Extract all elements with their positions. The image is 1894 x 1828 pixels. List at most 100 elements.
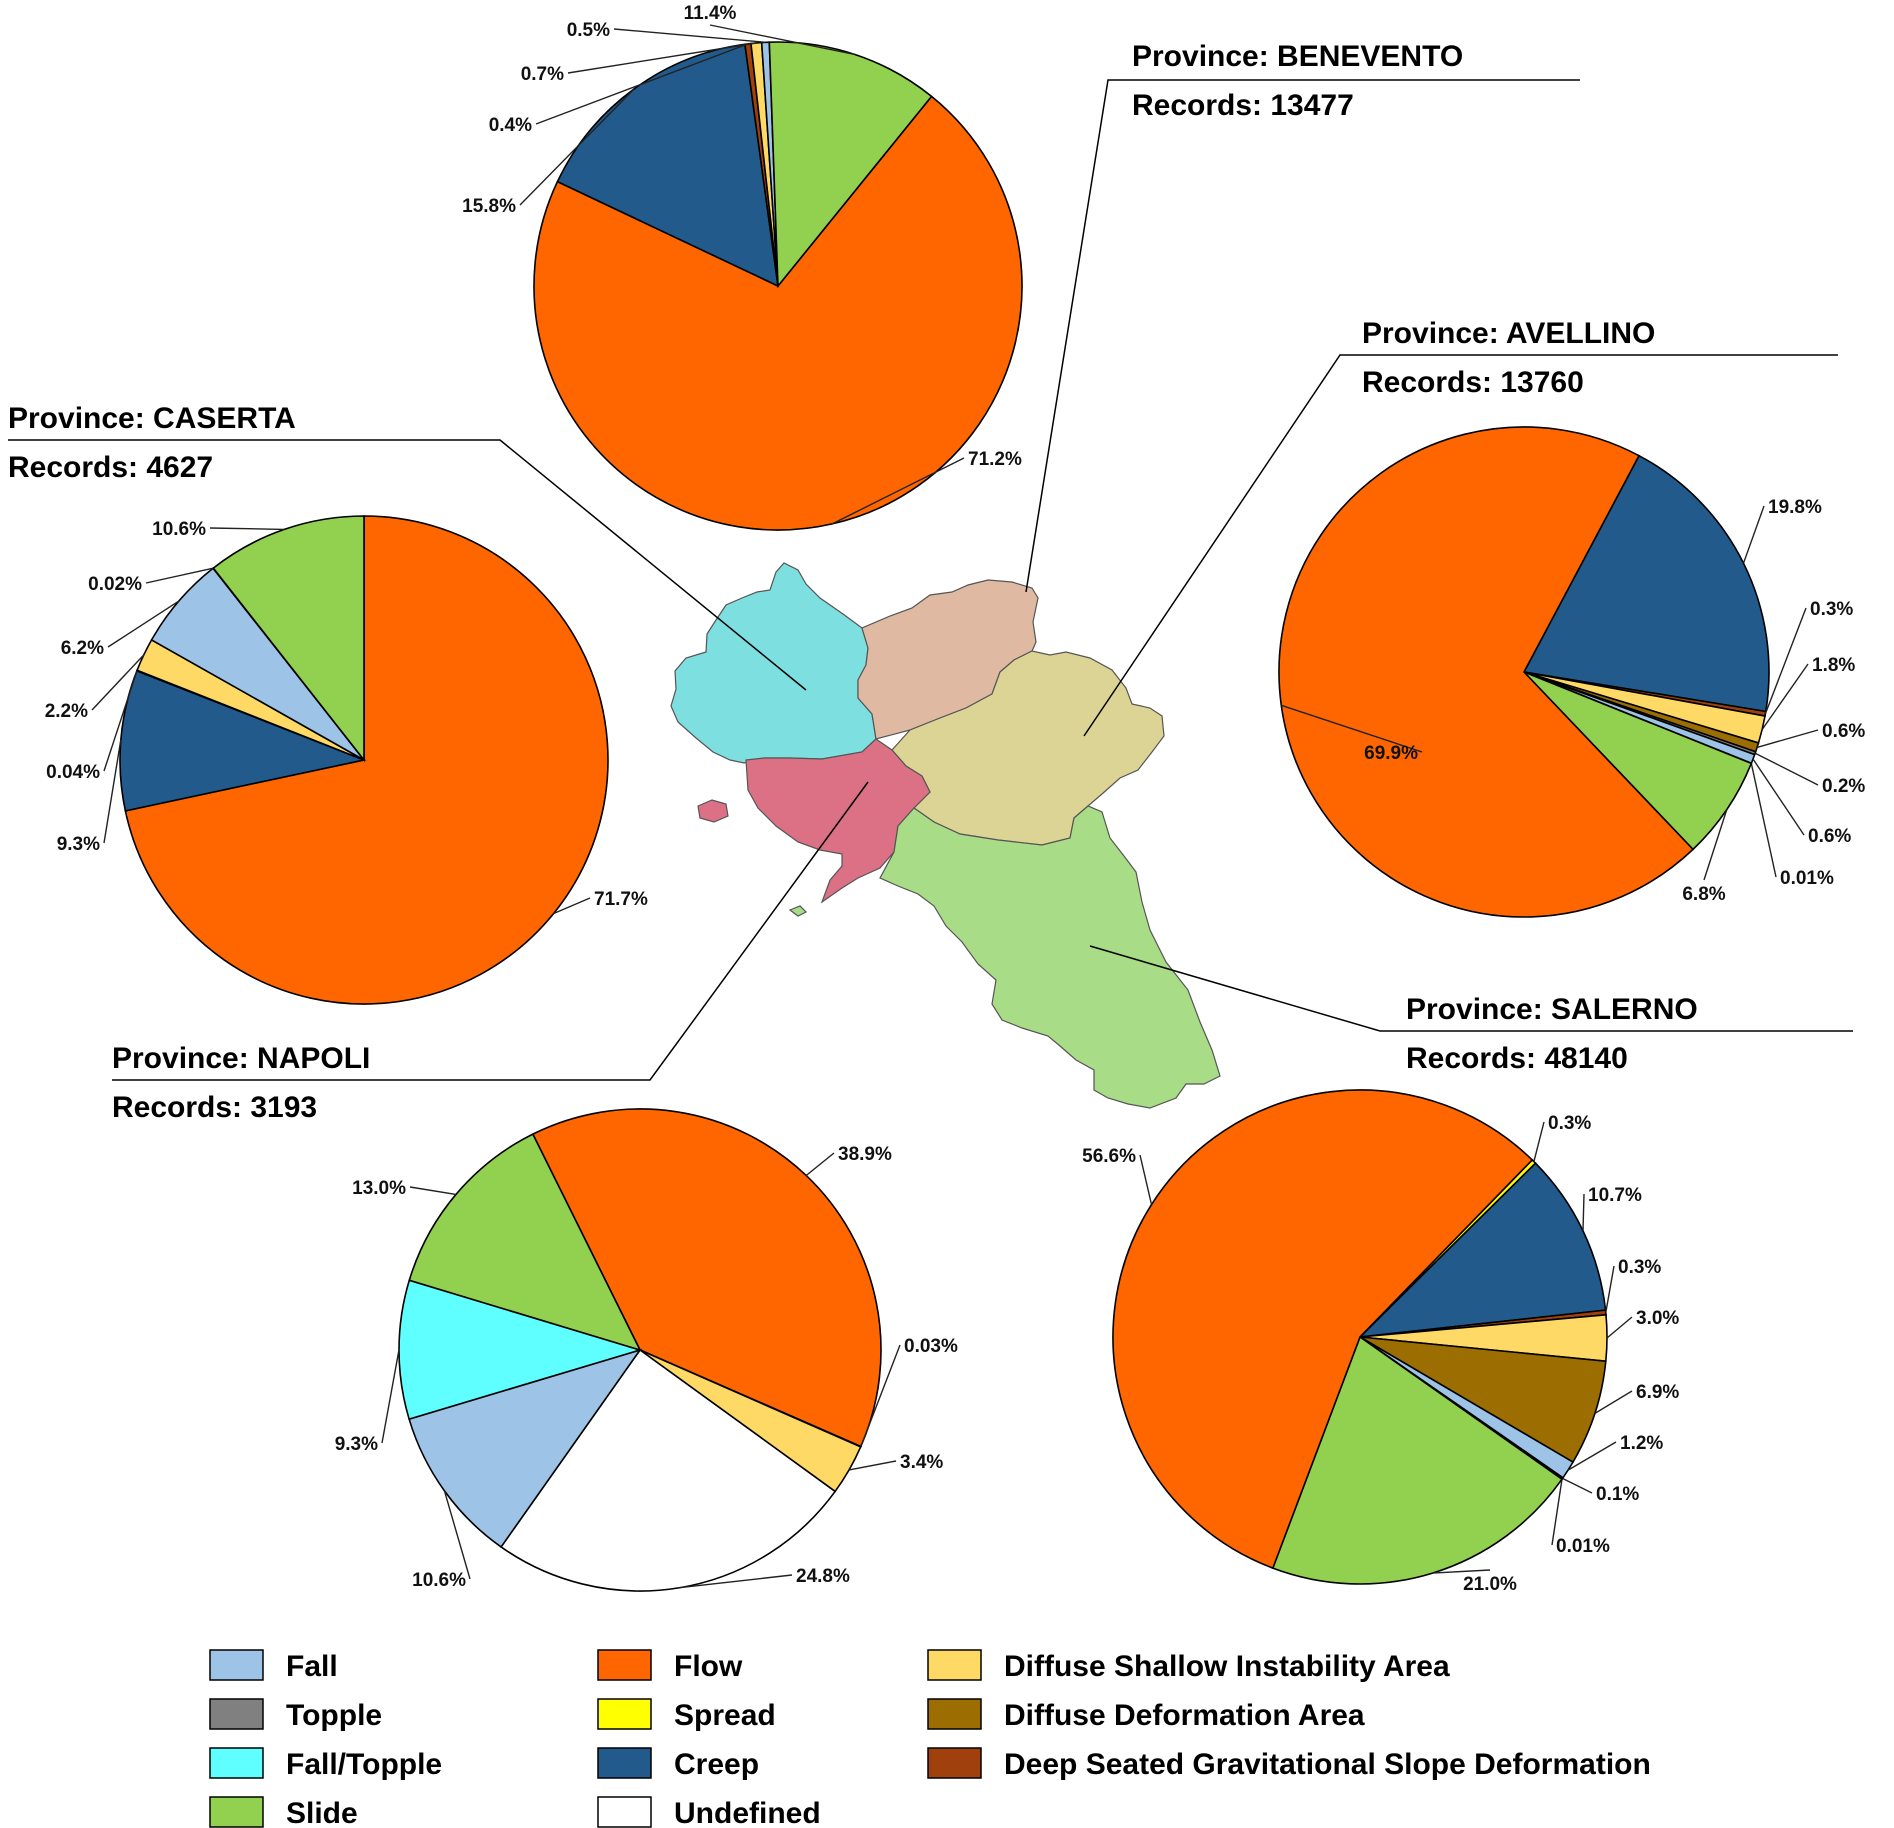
pie-avellino: 19.8% 0.3% 1.8% 0.6% 0.2% 0.6% 0.01% 6.8% 69.9%	[1278, 426, 1865, 918]
avellino-title: Province: AVELLINO	[1362, 317, 1655, 350]
benevento-title: Province: BENEVENTO	[1132, 40, 1463, 73]
legend-swatch-topple	[209, 1698, 264, 1730]
slice-label-spread: 0.3%	[1548, 1113, 1591, 1134]
legend-label-undefined: Undefined	[674, 1797, 821, 1828]
slice-label-flow: 71.2%	[968, 449, 1022, 470]
slice-label-creep: 9.3%	[57, 834, 100, 855]
callout-salerno	[1089, 945, 1853, 1032]
slice-label-fall-topple: 9.3%	[335, 1434, 378, 1455]
map-province-salerno	[879, 805, 1221, 1109]
legend: Fall Topple Fall/Topple Slide Flow Spread Cree…	[209, 1649, 1651, 1828]
leader-line	[1605, 1265, 1615, 1313]
slice-label-fall: 10.6%	[412, 1570, 466, 1591]
slice-fall-topple	[398, 1279, 643, 1421]
legend-swatch-undefined	[597, 1796, 652, 1828]
leader-line	[1761, 663, 1809, 731]
legend-label-topple: Topple	[286, 1699, 382, 1732]
slice-label-diffuse-deformation-area: 0.6%	[1822, 721, 1865, 742]
salerno-title: Province: SALERNO	[1406, 993, 1698, 1026]
legend-label-slide: Slide	[286, 1797, 358, 1828]
napoli-records: Records: 3193	[112, 1091, 317, 1124]
slice-slide	[212, 515, 365, 763]
pie-benevento: 71.2% 15.8% 0.4% 0.7% 0.5% 11.4%	[462, 3, 1023, 531]
slice-label-fall: 1.2%	[1620, 1433, 1663, 1454]
callout-avellino	[1083, 354, 1838, 737]
slice-label-slide: 10.6%	[152, 519, 206, 540]
slice-slide	[768, 41, 933, 289]
leader-line	[1582, 1193, 1585, 1231]
callouts	[8, 79, 1853, 1081]
legend-label-deep-seated-gravitational-slope-deformation: Deep Seated Gravitational Slope Deformat…	[1004, 1748, 1651, 1781]
slice-creep	[1357, 1162, 1607, 1339]
legend-swatch-slide	[209, 1796, 264, 1828]
leader-line	[103, 739, 122, 844]
pie-salerno: 0.3% 10.7% 0.3% 3.0% 6.9% 1.2% 0.1% 0.01% 21.0% 5…	[1082, 1089, 1679, 1595]
slice-label-flow: 69.9%	[1364, 743, 1418, 764]
callout-caserta	[8, 439, 807, 691]
callout-napoli	[112, 781, 869, 1081]
leader-line	[1432, 1569, 1491, 1574]
legend-label-diffuse-deformation-area: Diffuse Deformation Area	[1004, 1699, 1365, 1732]
leader-line	[1562, 1477, 1593, 1494]
slice-label-undefined: 24.8%	[796, 1566, 850, 1587]
slice-flow	[1112, 1089, 1534, 1570]
pie-caserta: 71.7% 9.3% 0.04% 2.2% 6.2% 0.02% 10.6%	[45, 515, 648, 1005]
slice-label-topple: 0.2%	[1822, 776, 1865, 797]
leader-line	[409, 1186, 457, 1196]
leader-line	[1754, 752, 1819, 786]
legend-label-flow: Flow	[674, 1650, 743, 1683]
slice-label-slide: 6.8%	[1682, 884, 1725, 905]
leader-line	[848, 1460, 897, 1471]
slice-label-creep: 10.7%	[1588, 1185, 1642, 1206]
legend-swatch-fall	[209, 1649, 264, 1681]
slice-label-fall: 0.6%	[1808, 826, 1851, 847]
slice-label-creep: 19.8%	[1768, 497, 1822, 518]
map-province-napoli	[745, 738, 931, 904]
legend-label-spread: Spread	[674, 1699, 776, 1732]
slice-label-spread: 0.04%	[46, 762, 100, 783]
legend-label-diffuse-shallow-instability-area: Diffuse Shallow Instability Area	[1004, 1650, 1450, 1683]
slice-label-deep-seated-gravitational-slope-deformation: 0.3%	[1618, 1257, 1661, 1278]
leader-line	[1533, 1121, 1545, 1162]
slice-fall	[408, 1348, 642, 1549]
leader-line	[709, 24, 856, 56]
salerno-records: Records: 48140	[1406, 1042, 1628, 1075]
leader-line	[1139, 1154, 1153, 1205]
leader-line	[679, 1574, 793, 1589]
legend-label-creep: Creep	[674, 1748, 759, 1781]
slice-label-flow: 56.6%	[1082, 1146, 1136, 1167]
leader-line	[145, 567, 214, 584]
slice-label-spread: 0.01%	[1780, 868, 1834, 889]
leader-line	[1281, 704, 1423, 753]
leader-line	[107, 600, 180, 648]
leader-line	[1742, 505, 1765, 564]
leader-line	[519, 88, 635, 206]
slice-label-diffuse-shallow-instability-area: 1.8%	[1812, 655, 1855, 676]
slice-label-slide: 13.0%	[352, 1178, 406, 1199]
slice-label-diffuse-shallow-instability-area: 3.0%	[1636, 1308, 1679, 1329]
province-headers: Province: BENEVENTO Records: 13477 Provi…	[8, 40, 1698, 1124]
slice-label-diffuse-shallow-instability-area: 3.4%	[900, 1452, 943, 1473]
slice-label-diffuse-shallow-instability-area: 0.7%	[521, 64, 564, 85]
leader-line	[860, 1344, 901, 1447]
leader-line	[831, 457, 965, 525]
slice-label-fall-topple: 0.01%	[1556, 1536, 1610, 1557]
leader-line	[1594, 1390, 1633, 1414]
leader-line	[805, 1152, 835, 1177]
slice-label-spread: 0.03%	[904, 1336, 958, 1357]
legend-swatch-fall-topple	[209, 1747, 264, 1779]
slice-label-topple: 0.02%	[88, 574, 142, 595]
leader-line	[1752, 758, 1805, 836]
map-island-ischia	[697, 799, 729, 823]
leader-line	[553, 897, 591, 915]
legend-swatch-diffuse-deformation-area	[927, 1698, 982, 1730]
slice-slide	[1271, 1335, 1564, 1585]
slice-label-slide: 11.4%	[684, 3, 737, 24]
leader-line	[535, 43, 749, 125]
slice-label-deep-seated-gravitational-slope-deformation: 0.3%	[1810, 599, 1853, 620]
avellino-records: Records: 13760	[1362, 366, 1584, 399]
leader-line	[613, 28, 766, 43]
legend-swatch-diffuse-shallow-instability-area	[927, 1649, 982, 1681]
leader-line	[103, 670, 138, 772]
